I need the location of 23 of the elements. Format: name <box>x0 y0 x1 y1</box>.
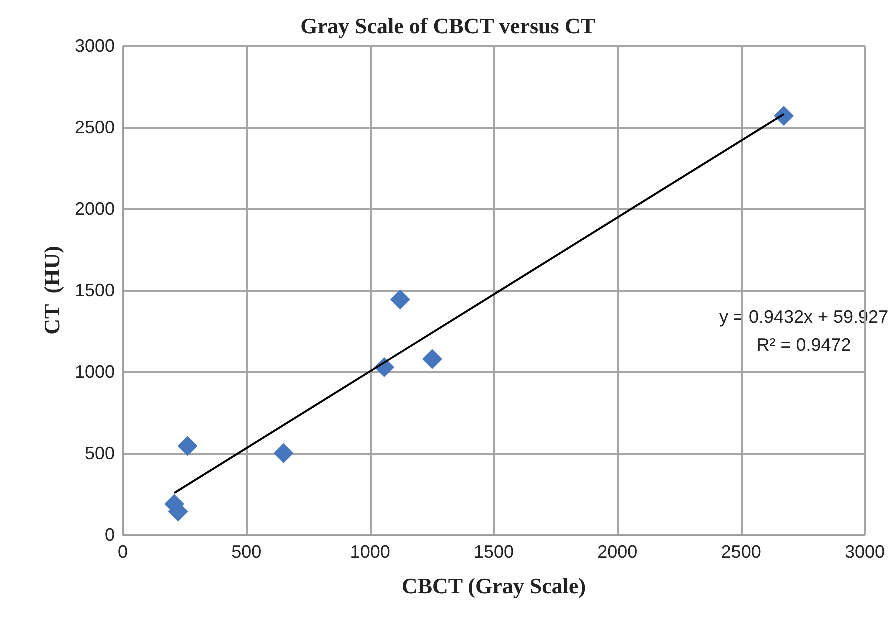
y-tick-label: 0 <box>104 525 115 545</box>
x-tick-label: 3000 <box>844 542 885 562</box>
x-tick-label: 1000 <box>350 542 390 562</box>
y-tick-label: 2500 <box>74 118 115 138</box>
point <box>274 444 294 464</box>
y-tick-label: 1500 <box>74 280 115 300</box>
y-tick-label: 500 <box>84 444 115 464</box>
x-tick-label: 2000 <box>598 542 638 562</box>
point <box>422 349 442 370</box>
point <box>178 436 198 456</box>
y-tick-label: 2000 <box>74 199 115 219</box>
y-tick-label: 1000 <box>74 362 115 382</box>
point <box>390 290 410 310</box>
point <box>774 106 794 126</box>
y-tick-label: 3000 <box>74 36 115 56</box>
x-axis-title: CBCT (Gray Scale) <box>402 574 586 598</box>
x-tick-label: 500 <box>232 542 262 562</box>
annotation: R² = 0.9472 <box>756 335 852 355</box>
x-tick-label: 2500 <box>721 542 762 562</box>
y-axis-title: CT (HU) <box>40 246 64 335</box>
x-tick-label: 1500 <box>474 542 514 562</box>
x-tick-label: 0 <box>118 542 128 562</box>
chart-title: Gray Scale of CBCT versus CT <box>300 14 596 38</box>
